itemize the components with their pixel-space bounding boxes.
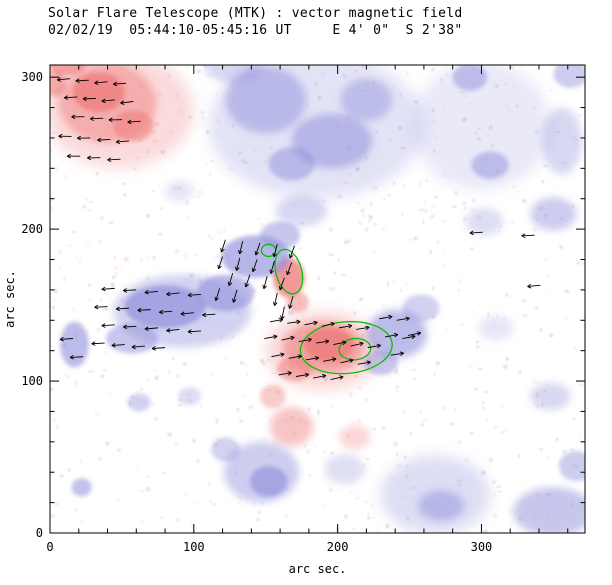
y-axis-title: arc sec. [3,270,17,328]
contours-layer [260,243,393,375]
plot-title: Solar Flare Telescope (MTK) : vector mag… [48,6,463,21]
x-tick-label: 300 [471,540,493,554]
y-tick-label: 0 [36,526,43,540]
plot-header: Solar Flare Telescope (MTK) : vector mag… [48,5,462,39]
vectors-layer [56,77,541,380]
y-tick-label: 300 [21,70,43,84]
x-tick-label: 100 [183,540,205,554]
plot-subtitle: 02/02/19 05:44:10-05:45:16 UT E 4' 0" S … [48,23,463,38]
x-tick-label: 200 [327,540,349,554]
field-blobs-layer [50,65,585,533]
x-tick-label: 0 [46,540,53,554]
x-axis-title: arc sec. [289,562,347,576]
y-tick-label: 100 [21,374,43,388]
axes-layer [49,64,586,534]
axis-labels-layer: 0 100 200 300 0 100 200 300 arc sec. arc sec. [3,70,492,576]
y-tick-label: 200 [21,222,43,236]
